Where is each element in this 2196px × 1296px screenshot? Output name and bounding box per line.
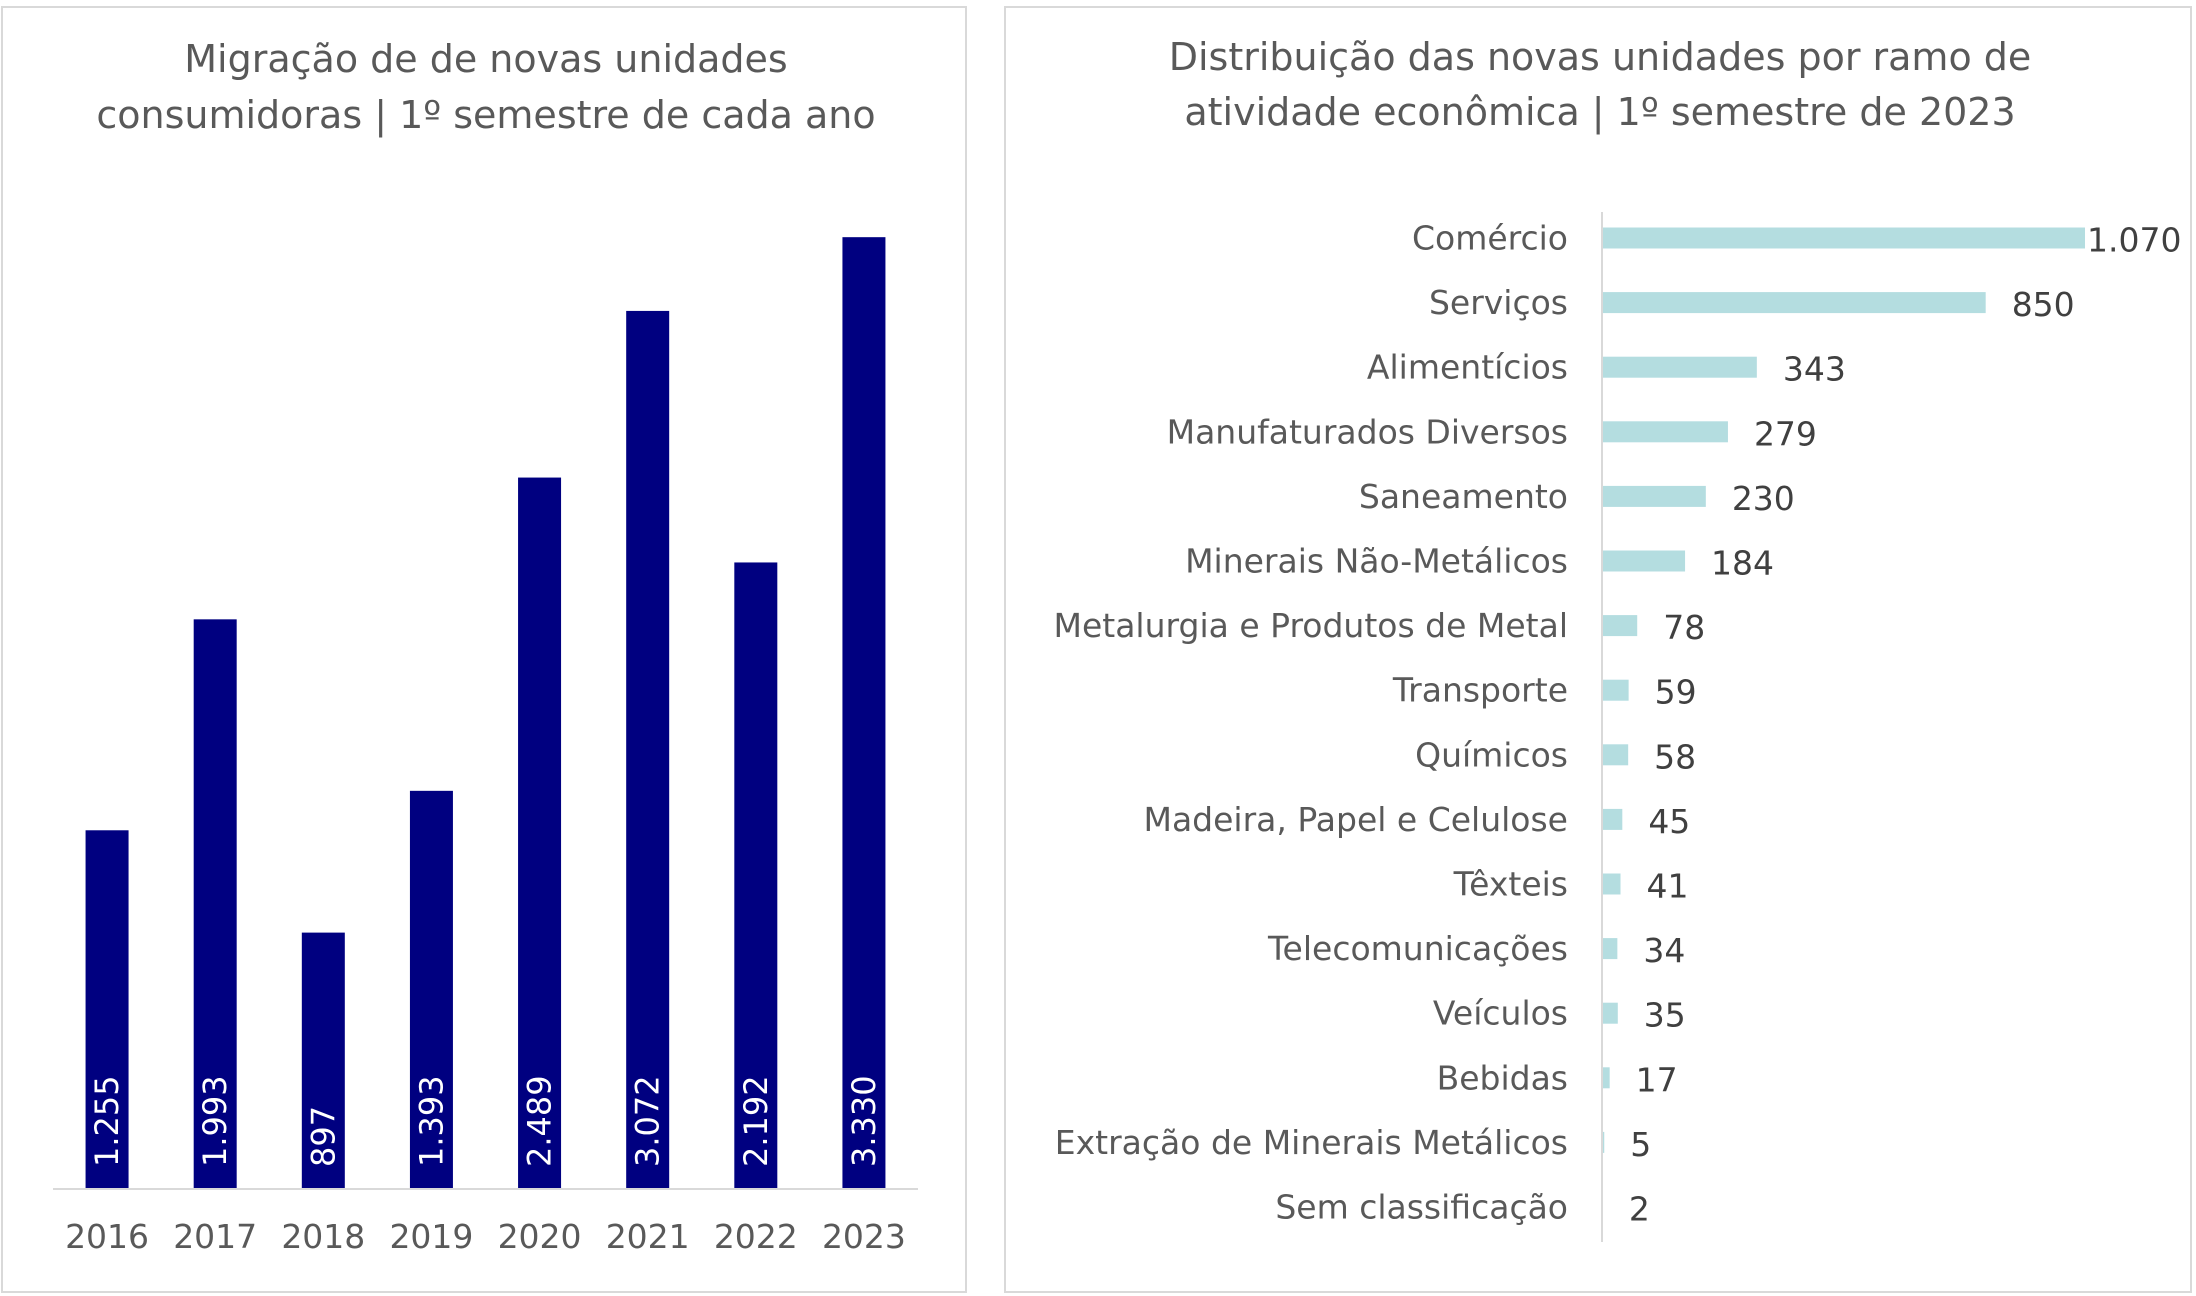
bar-value-label: 34 bbox=[1643, 931, 1685, 970]
category-label: Transporte bbox=[1392, 671, 1568, 710]
category-label: Metalurgia e Produtos de Metal bbox=[1054, 606, 1569, 645]
bar-servi-os bbox=[1602, 292, 1986, 314]
bar-metalurgia-e-produtos-de-metal bbox=[1602, 615, 1638, 637]
category-label: Madeira, Papel e Celulose bbox=[1143, 800, 1568, 839]
bar-transporte bbox=[1602, 679, 1629, 701]
bar-value-label: 45 bbox=[1648, 802, 1690, 841]
category-label: Alimentícios bbox=[1367, 348, 1568, 387]
bar-saneamento bbox=[1602, 485, 1706, 507]
bar-value-label: 3.072 bbox=[629, 1075, 667, 1167]
category-label: Manufaturados Diversos bbox=[1167, 412, 1568, 451]
category-label: Bebidas bbox=[1437, 1058, 1568, 1097]
category-label: Telecomunicações bbox=[1267, 929, 1568, 968]
chart-panel-sectors: Distribuição das novas unidades por ramo… bbox=[1004, 6, 2192, 1293]
chart-title-line-2: atividade econômica | 1º semestre de 202… bbox=[1184, 90, 2015, 135]
bar-value-label: 897 bbox=[304, 1106, 342, 1167]
annual-bar-chart: Migração de de novas unidades consumidor… bbox=[53, 37, 918, 1256]
bar-qu-micos bbox=[1602, 744, 1629, 766]
x-tick-label: 2020 bbox=[498, 1217, 582, 1256]
category-label: Sem classificação bbox=[1275, 1188, 1568, 1227]
x-tick-label: 2022 bbox=[714, 1217, 798, 1256]
bar-value-label: 35 bbox=[1644, 996, 1686, 1035]
bar-2023 bbox=[842, 237, 886, 1190]
category-label: Extração de Minerais Metálicos bbox=[1055, 1123, 1568, 1162]
bar-value-label: 78 bbox=[1663, 608, 1705, 647]
bar-2018 bbox=[301, 932, 345, 1189]
bar-value-label: 2.192 bbox=[737, 1075, 775, 1167]
bar-value-label: 41 bbox=[1647, 867, 1689, 906]
bar-value-label: 5 bbox=[1630, 1125, 1651, 1164]
bar-value-label: 343 bbox=[1783, 350, 1846, 389]
bar-value-label: 1.393 bbox=[412, 1075, 450, 1167]
bar-value-label: 184 bbox=[1711, 544, 1774, 583]
bar-value-label: 2 bbox=[1629, 1190, 1650, 1229]
bar-value-label: 279 bbox=[1754, 414, 1817, 453]
bar-value-label: 17 bbox=[1636, 1060, 1678, 1099]
bar-2020 bbox=[518, 477, 562, 1190]
bar-com-rcio bbox=[1602, 227, 2085, 249]
chart-title-line-1: Distribuição das novas unidades por ramo… bbox=[1169, 35, 2032, 79]
x-tick-label: 2017 bbox=[173, 1217, 257, 1256]
bar-2016 bbox=[85, 830, 129, 1189]
category-label: Saneamento bbox=[1359, 477, 1568, 516]
bar-2022 bbox=[734, 562, 778, 1189]
x-tick-label: 2016 bbox=[65, 1217, 149, 1256]
sector-bar-chart: Distribuição das novas unidades por ramo… bbox=[1054, 35, 2181, 1242]
bar-value-label: 850 bbox=[2012, 285, 2075, 324]
bar-value-label: 58 bbox=[1654, 737, 1696, 776]
category-label: Minerais Não-Metálicos bbox=[1185, 542, 1568, 581]
bar-value-label: 230 bbox=[1732, 479, 1795, 518]
bar-bebidas bbox=[1602, 1067, 1610, 1089]
bar-2019 bbox=[409, 790, 453, 1189]
bar-t-xteis bbox=[1602, 873, 1621, 895]
bar-2021 bbox=[626, 310, 670, 1189]
bar-2017 bbox=[193, 619, 237, 1189]
bar-madeira-papel-e-celulose bbox=[1602, 808, 1623, 830]
bar-value-label: 1.993 bbox=[196, 1075, 234, 1167]
category-label: Químicos bbox=[1415, 735, 1568, 774]
category-label: Veículos bbox=[1433, 994, 1568, 1033]
bar-manufaturados-diversos bbox=[1602, 421, 1728, 443]
chart-title-line-1: Migração de de novas unidades bbox=[184, 37, 787, 81]
bar-value-label: 3.330 bbox=[845, 1075, 883, 1167]
category-label: Serviços bbox=[1429, 283, 1568, 322]
bar-minerais-n-o-met-licos bbox=[1602, 550, 1686, 572]
bar-aliment-cios bbox=[1602, 356, 1757, 378]
x-tick-label: 2023 bbox=[822, 1217, 906, 1256]
bar-value-label: 59 bbox=[1655, 673, 1697, 712]
bar-value-label: 1.070 bbox=[2087, 221, 2181, 260]
category-label: Têxteis bbox=[1453, 865, 1568, 904]
x-tick-label: 2019 bbox=[389, 1217, 473, 1256]
bar-ve-culos bbox=[1602, 1002, 1618, 1024]
chart-title-line-2: consumidoras | 1º semestre de cada ano bbox=[96, 93, 875, 138]
bar-telecomunica-es bbox=[1602, 938, 1618, 960]
bar-value-label: 1.255 bbox=[88, 1075, 126, 1167]
bar-extra-o-de-minerais-met-licos bbox=[1602, 1131, 1605, 1153]
x-tick-label: 2021 bbox=[606, 1217, 690, 1256]
x-tick-label: 2018 bbox=[281, 1217, 365, 1256]
bar-value-label: 2.489 bbox=[521, 1075, 559, 1167]
category-label: Comércio bbox=[1412, 219, 1568, 258]
chart-panel-annual: Migração de de novas unidades consumidor… bbox=[1, 6, 967, 1293]
